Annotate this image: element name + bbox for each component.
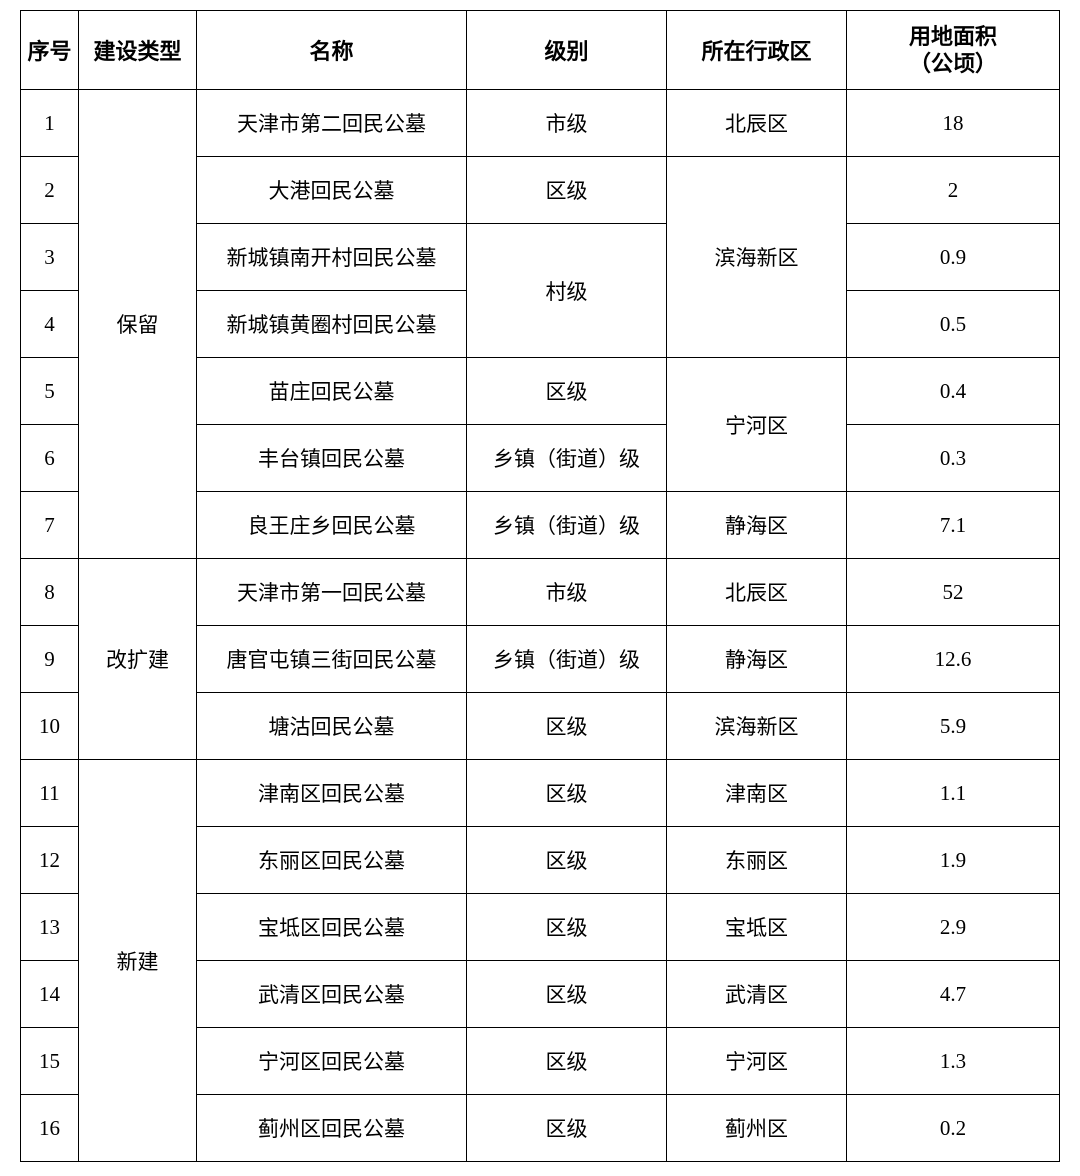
cell-level: 区级 (467, 1095, 667, 1162)
cell-level: 区级 (467, 358, 667, 425)
header-level: 级别 (467, 11, 667, 90)
table-row: 1保留天津市第二回民公墓市级北辰区18 (21, 90, 1060, 157)
cell-level: 乡镇（街道）级 (467, 492, 667, 559)
cell-idx: 14 (21, 961, 79, 1028)
cell-area: 4.7 (847, 961, 1060, 1028)
cell-idx: 7 (21, 492, 79, 559)
cell-area: 0.2 (847, 1095, 1060, 1162)
cell-name: 蓟州区回民公墓 (197, 1095, 467, 1162)
cell-name: 良王庄乡回民公墓 (197, 492, 467, 559)
cell-level: 乡镇（街道）级 (467, 425, 667, 492)
cell-district: 宁河区 (667, 1028, 847, 1095)
cell-idx: 5 (21, 358, 79, 425)
cell-area: 0.4 (847, 358, 1060, 425)
cell-name: 宁河区回民公墓 (197, 1028, 467, 1095)
cell-area: 12.6 (847, 626, 1060, 693)
cell-name: 大港回民公墓 (197, 157, 467, 224)
cell-district: 武清区 (667, 961, 847, 1028)
cell-type: 保留 (79, 90, 197, 559)
cell-level: 区级 (467, 961, 667, 1028)
cell-name: 塘沽回民公墓 (197, 693, 467, 760)
cell-district: 北辰区 (667, 559, 847, 626)
cell-idx: 16 (21, 1095, 79, 1162)
cell-name: 武清区回民公墓 (197, 961, 467, 1028)
header-area-line1: 用地面积 (847, 23, 1059, 51)
cell-idx: 12 (21, 827, 79, 894)
cell-district: 宁河区 (667, 358, 847, 492)
cell-name: 丰台镇回民公墓 (197, 425, 467, 492)
cell-name: 新城镇黄圈村回民公墓 (197, 291, 467, 358)
cell-level: 区级 (467, 894, 667, 961)
cell-idx: 2 (21, 157, 79, 224)
cell-idx: 8 (21, 559, 79, 626)
cell-name: 苗庄回民公墓 (197, 358, 467, 425)
cell-name: 宝坻区回民公墓 (197, 894, 467, 961)
cell-district: 蓟州区 (667, 1095, 847, 1162)
header-idx: 序号 (21, 11, 79, 90)
cell-idx: 6 (21, 425, 79, 492)
header-area: 用地面积 （公顷） (847, 11, 1060, 90)
cell-level: 区级 (467, 693, 667, 760)
header-type: 建设类型 (79, 11, 197, 90)
cell-area: 1.3 (847, 1028, 1060, 1095)
cell-name: 唐官屯镇三街回民公墓 (197, 626, 467, 693)
header-area-line2: （公顷） (847, 50, 1059, 78)
cell-level: 区级 (467, 1028, 667, 1095)
cell-name: 天津市第二回民公墓 (197, 90, 467, 157)
cell-idx: 3 (21, 224, 79, 291)
cell-idx: 10 (21, 693, 79, 760)
table-row: 11新建津南区回民公墓区级津南区1.1 (21, 760, 1060, 827)
cell-area: 0.3 (847, 425, 1060, 492)
cell-area: 1.1 (847, 760, 1060, 827)
cell-level: 市级 (467, 90, 667, 157)
cell-idx: 9 (21, 626, 79, 693)
cell-district: 滨海新区 (667, 157, 847, 358)
cell-name: 东丽区回民公墓 (197, 827, 467, 894)
cell-idx: 15 (21, 1028, 79, 1095)
cell-type: 新建 (79, 760, 197, 1162)
cell-district: 静海区 (667, 492, 847, 559)
table-body: 1保留天津市第二回民公墓市级北辰区182大港回民公墓区级滨海新区23新城镇南开村… (21, 90, 1060, 1162)
cell-idx: 13 (21, 894, 79, 961)
cell-area: 1.9 (847, 827, 1060, 894)
cell-idx: 4 (21, 291, 79, 358)
cell-idx: 1 (21, 90, 79, 157)
header-district: 所在行政区 (667, 11, 847, 90)
cell-idx: 11 (21, 760, 79, 827)
cell-district: 静海区 (667, 626, 847, 693)
table-header: 序号 建设类型 名称 级别 所在行政区 用地面积 （公顷） (21, 11, 1060, 90)
cell-area: 2 (847, 157, 1060, 224)
cell-district: 津南区 (667, 760, 847, 827)
cell-district: 北辰区 (667, 90, 847, 157)
cell-level: 村级 (467, 224, 667, 358)
cell-level: 区级 (467, 827, 667, 894)
table-row: 8改扩建天津市第一回民公墓市级北辰区52 (21, 559, 1060, 626)
cell-area: 5.9 (847, 693, 1060, 760)
cell-level: 区级 (467, 157, 667, 224)
cemetery-table: 序号 建设类型 名称 级别 所在行政区 用地面积 （公顷） 1保留天津市第二回民… (20, 10, 1060, 1162)
cell-level: 区级 (467, 760, 667, 827)
cell-area: 0.5 (847, 291, 1060, 358)
cell-area: 2.9 (847, 894, 1060, 961)
cell-area: 7.1 (847, 492, 1060, 559)
cell-district: 宝坻区 (667, 894, 847, 961)
cell-level: 市级 (467, 559, 667, 626)
cell-name: 天津市第一回民公墓 (197, 559, 467, 626)
cell-area: 18 (847, 90, 1060, 157)
cell-district: 滨海新区 (667, 693, 847, 760)
cell-area: 52 (847, 559, 1060, 626)
cell-level: 乡镇（街道）级 (467, 626, 667, 693)
cell-area: 0.9 (847, 224, 1060, 291)
cell-type: 改扩建 (79, 559, 197, 760)
cell-name: 津南区回民公墓 (197, 760, 467, 827)
cell-name: 新城镇南开村回民公墓 (197, 224, 467, 291)
header-name: 名称 (197, 11, 467, 90)
cell-district: 东丽区 (667, 827, 847, 894)
